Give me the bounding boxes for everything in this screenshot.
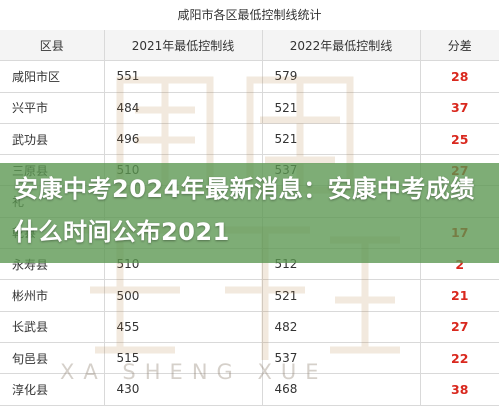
district-cell: 长武县: [0, 311, 105, 343]
score-2021-cell: 430: [104, 373, 263, 406]
diff-cell: 21: [420, 279, 499, 312]
table-row: 旬邑县 515 537 22: [0, 342, 499, 375]
diff-cell: 25: [420, 123, 499, 156]
score-2021-cell: 515: [104, 342, 263, 375]
score-2022-cell: 579: [262, 60, 421, 93]
table-row: 彬州市 500 521 21: [0, 279, 499, 312]
header-2021: 2021年最低控制线: [104, 30, 263, 62]
score-2021-cell: 455: [104, 311, 263, 343]
diff-cell: 22: [420, 342, 499, 375]
district-cell: 兴平市: [0, 92, 105, 124]
score-2022-cell: 482: [262, 311, 421, 343]
header-diff: 分差: [420, 30, 499, 62]
district-cell: 武功县: [0, 123, 105, 156]
diff-cell: 28: [420, 60, 499, 93]
score-2022-cell: 521: [262, 123, 421, 156]
district-cell: 咸阳市区: [0, 60, 105, 93]
score-2022-cell: 537: [262, 342, 421, 375]
score-2021-cell: 484: [104, 92, 263, 124]
district-cell: 彬州市: [0, 279, 105, 312]
diff-cell: 38: [420, 373, 499, 406]
district-cell: 旬邑县: [0, 342, 105, 375]
table-row: 长武县 455 482 27: [0, 311, 499, 343]
diff-cell: 27: [420, 311, 499, 343]
score-2021-cell: 500: [104, 279, 263, 312]
table-header-row: 区县 2021年最低控制线 2022年最低控制线 分差: [0, 30, 499, 62]
table-row: 兴平市 484 521 37: [0, 92, 499, 124]
headline-text: 安康中考2024年最新消息：安康中考成绩什么时间公布2021: [14, 175, 475, 246]
table-row: 淳化县 430 468 38: [0, 373, 499, 406]
table-row: 咸阳市区 551 579 28: [0, 60, 499, 93]
district-cell: 淳化县: [0, 373, 105, 406]
headline-banner: 安康中考2024年最新消息：安康中考成绩什么时间公布2021: [0, 163, 499, 263]
table-row: 武功县 496 521 25: [0, 123, 499, 156]
header-2022: 2022年最低控制线: [262, 30, 421, 62]
header-district: 区县: [0, 30, 105, 62]
score-2021-cell: 551: [104, 60, 263, 93]
score-2022-cell: 521: [262, 279, 421, 312]
diff-cell: 37: [420, 92, 499, 124]
score-2021-cell: 496: [104, 123, 263, 156]
table-title: 咸阳市各区最低控制线统计: [0, 0, 499, 31]
score-2022-cell: 521: [262, 92, 421, 124]
score-2022-cell: 468: [262, 373, 421, 406]
